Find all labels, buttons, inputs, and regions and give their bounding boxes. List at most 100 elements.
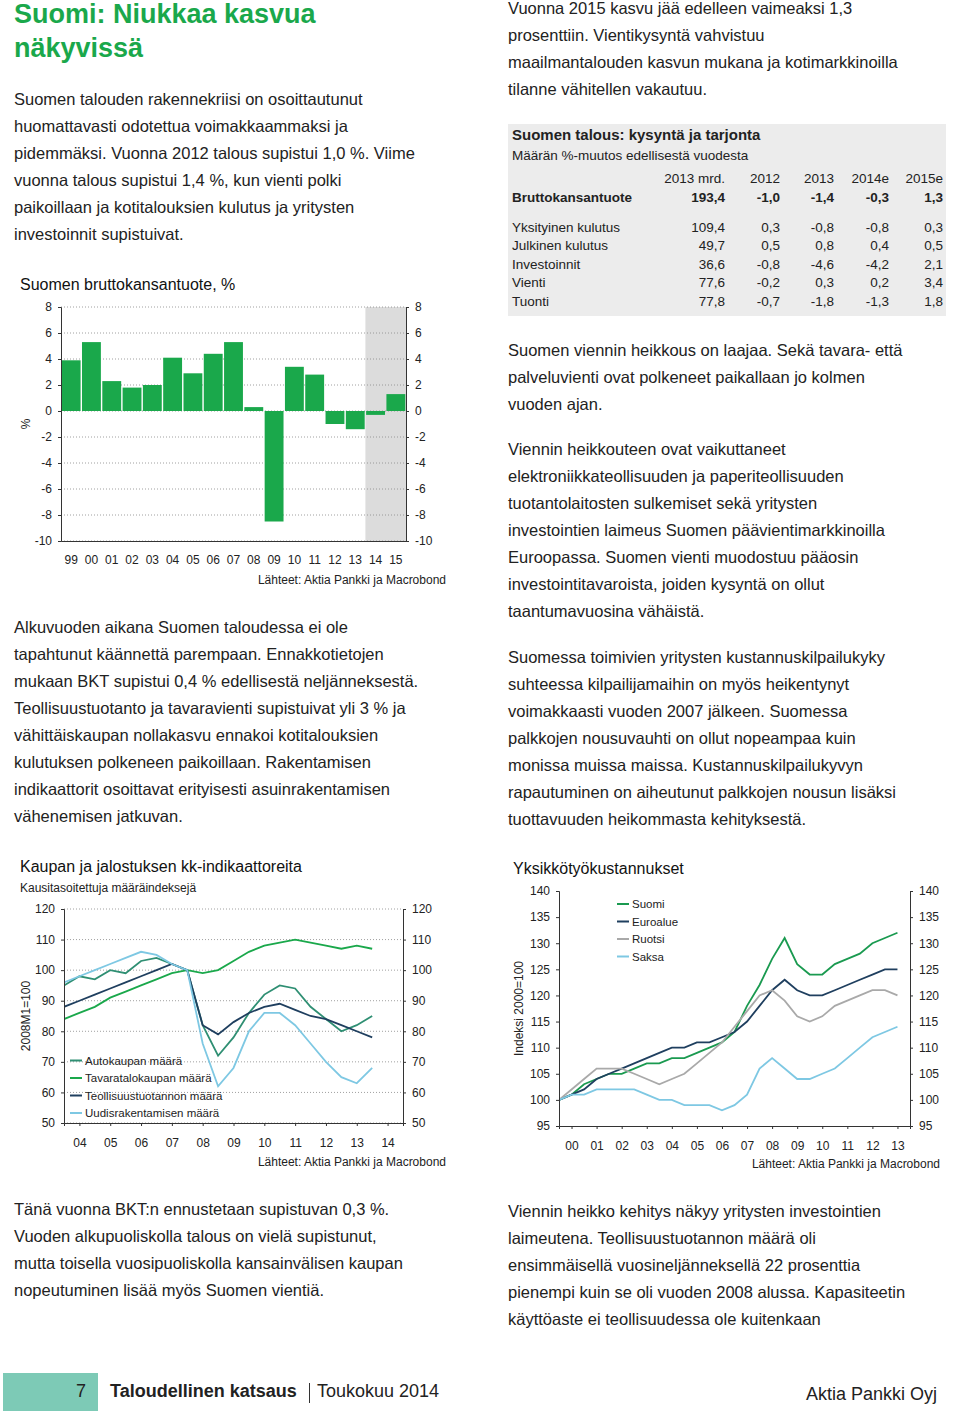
tick-label: 6 bbox=[45, 326, 52, 340]
bar bbox=[244, 407, 263, 411]
tick-mark bbox=[403, 940, 406, 941]
tick-label: 8 bbox=[415, 300, 422, 314]
tick: -6 bbox=[406, 482, 426, 496]
tick-label: 120 bbox=[412, 902, 432, 916]
legend-swatch bbox=[70, 1077, 82, 1079]
tick-label: 09 bbox=[267, 553, 281, 567]
tick-label: 120 bbox=[530, 989, 550, 1003]
x-axis: 9900010203040506070809101112131415 bbox=[62, 542, 407, 568]
tick: 50 bbox=[42, 1116, 64, 1130]
tick-mark bbox=[406, 359, 409, 360]
chart: 0405060708091011121314Autokaupan määräTa… bbox=[19, 858, 446, 1169]
tick-mark bbox=[326, 1123, 327, 1126]
publication: Taloudellinen katsaus bbox=[110, 1381, 297, 1402]
text-line: pienempi kuin se oli vuoden 2008 alussa.… bbox=[508, 1279, 905, 1306]
text-line: vähittäiskaupan nollakasvu ennakoi kotit… bbox=[14, 722, 418, 749]
table-cell: 0,3 bbox=[815, 275, 834, 290]
tick: 100 bbox=[403, 963, 432, 977]
tick-mark bbox=[406, 515, 409, 516]
tick-label: -8 bbox=[415, 508, 426, 522]
tick-mark bbox=[264, 1123, 265, 1126]
tick-label: 11 bbox=[289, 1136, 302, 1150]
tick-mark bbox=[406, 463, 409, 464]
tick-mark bbox=[672, 1126, 673, 1129]
tick: 140 bbox=[910, 884, 939, 898]
tick: 05 bbox=[186, 553, 200, 567]
text-line: monissa muissa maissa. Kustannuskilpailu… bbox=[508, 752, 896, 779]
tick: 110 bbox=[36, 933, 64, 947]
tick: 2 bbox=[406, 378, 422, 392]
tick: -10 bbox=[406, 534, 433, 548]
tick: 01 bbox=[590, 1126, 604, 1153]
tick: 125 bbox=[530, 963, 559, 977]
tick-label: 2 bbox=[415, 378, 422, 392]
series-line bbox=[559, 969, 897, 1100]
tick-label: 10 bbox=[258, 1136, 272, 1150]
tick: 100 bbox=[35, 963, 64, 977]
y-axis-right: -10-8-6-4-202468 bbox=[406, 300, 433, 548]
table-row-label: Vienti bbox=[512, 275, 546, 290]
tick-mark bbox=[58, 437, 61, 438]
grid-line bbox=[61, 541, 406, 542]
tick: 8 bbox=[45, 300, 61, 314]
table-cell: 0,5 bbox=[761, 238, 780, 253]
text-line: investoinnit supistuivat. bbox=[14, 221, 415, 248]
tick-mark bbox=[172, 1123, 173, 1126]
tick-mark bbox=[58, 333, 61, 334]
tick: 105 bbox=[530, 1067, 559, 1081]
tick-mark bbox=[597, 1126, 598, 1129]
tick-mark bbox=[910, 917, 913, 918]
table-row-label: Investoinnit bbox=[512, 257, 580, 272]
tick-label: 12 bbox=[866, 1139, 880, 1153]
text-line: vuoden ajan. bbox=[508, 391, 902, 418]
grid-line bbox=[64, 909, 403, 910]
tick: -8 bbox=[406, 508, 426, 522]
tick-label: 10 bbox=[816, 1139, 830, 1153]
chart-source: Lähteet: Aktia Pankki ja Macrobond bbox=[258, 1155, 446, 1169]
tick: 130 bbox=[530, 937, 559, 951]
text-line: käyttöaste ei teollisuudessa ole kuitenk… bbox=[508, 1306, 905, 1333]
tick-mark bbox=[388, 1123, 389, 1126]
grid-line bbox=[61, 515, 406, 516]
tick: 135 bbox=[530, 910, 559, 924]
table-header: 2013 bbox=[804, 171, 834, 186]
tick-label: -8 bbox=[41, 508, 52, 522]
tick: 08 bbox=[197, 1123, 211, 1150]
text-line: Suomessa toimivien yritysten kustannuski… bbox=[508, 644, 896, 671]
legend-label: Tavaratalokaupan määrä bbox=[85, 1072, 212, 1084]
tick-label: 105 bbox=[919, 1067, 939, 1081]
tick: 110 bbox=[403, 933, 431, 947]
tick: 140 bbox=[530, 884, 559, 898]
legend-swatch bbox=[617, 938, 629, 940]
table-cell: 0,4 bbox=[870, 238, 889, 253]
tick-mark bbox=[403, 1092, 406, 1093]
tick-mark bbox=[403, 1031, 406, 1032]
tick-label: 06 bbox=[207, 553, 221, 567]
tick: 03 bbox=[146, 553, 160, 567]
text-line: taantumavuosina vähäistä. bbox=[508, 598, 885, 625]
tick-mark bbox=[647, 1126, 648, 1129]
y-axis-title: % bbox=[19, 418, 33, 429]
tick: -6 bbox=[41, 482, 61, 496]
tick: 80 bbox=[403, 1025, 426, 1039]
grid-line bbox=[61, 333, 406, 334]
tick: 14 bbox=[369, 553, 383, 567]
chart-source: Lähteet: Aktia Pankki ja Macrobond bbox=[752, 1157, 940, 1171]
table-row-label: Bruttokansantuote bbox=[512, 190, 632, 205]
axis-line bbox=[560, 1127, 911, 1130]
tick-mark bbox=[572, 1126, 573, 1129]
tick-mark bbox=[910, 1126, 913, 1127]
text-line: laimeutena. Teollisuustuotannon määrä ol… bbox=[508, 1225, 905, 1252]
tick-mark bbox=[403, 909, 406, 910]
tick: 04 bbox=[73, 1123, 87, 1150]
text-line: Alkuvuoden aikana Suomen taloudessa ei o… bbox=[14, 614, 418, 641]
tick-mark bbox=[403, 1001, 406, 1002]
tick: -4 bbox=[406, 456, 426, 470]
plot-area bbox=[559, 933, 897, 1111]
tick-label: 110 bbox=[531, 1041, 550, 1055]
tick: 00 bbox=[565, 1126, 579, 1153]
tick-mark bbox=[295, 1123, 296, 1126]
text-line: prosenttiin. Vientikysyntä vahvistuu bbox=[508, 22, 898, 49]
chart: 9900010203040506070809101112131415-10-8-… bbox=[19, 276, 446, 587]
grid-line bbox=[61, 307, 406, 308]
